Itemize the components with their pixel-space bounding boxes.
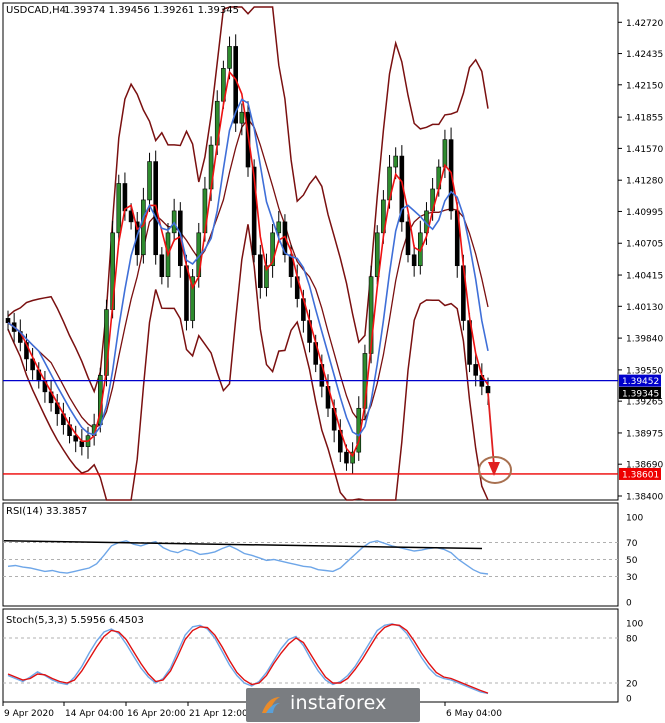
indicator-series-1: [7, 623, 489, 694]
watermark-text: instaforex: [290, 692, 387, 714]
time-tick-label: 21 Apr 12:00: [189, 709, 248, 719]
candle-body: [5, 318, 11, 324]
candle-body: [258, 254, 263, 288]
main-panel-frame: [2, 2, 619, 501]
indicator-tick-label: 80: [626, 635, 638, 645]
indicator-tick-label: 100: [626, 514, 643, 524]
indicator-tick-label: 0: [626, 695, 632, 705]
main-price-panel[interactable]: 1.42720 1.42435 1.42150 1.41855 1.41570 1.412…: [2, 2, 663, 503]
bollinger-upper-band: [7, 6, 489, 394]
indicator-tick-label: 100: [626, 620, 643, 630]
moving-average-slow-line: [7, 98, 489, 437]
time-tick-label: 14 Apr 04:00: [65, 709, 124, 719]
price-tick-label: 1.40415: [626, 272, 663, 282]
bollinger-lower-band: [7, 224, 489, 501]
candle-body: [374, 232, 380, 277]
indicator-tick-label: 70: [626, 539, 638, 549]
header-symbol: USDCAD,H4: [6, 5, 66, 16]
price-tick-label: 1.42150: [626, 81, 663, 91]
candle-body: [393, 155, 398, 168]
rsi-panel[interactable]: 100 70 50 30 0: [2, 502, 643, 609]
forecast-arrow-head: [488, 461, 500, 476]
stoch-title: Stoch(5,3,3) 5.5956 6.4503: [6, 615, 144, 626]
price-tick-label: 1.41280: [626, 177, 663, 187]
forecast-arrow-shaft: [487, 392, 495, 467]
watermark-badge: instaforex: [246, 688, 420, 722]
rsi-panel-frame: [2, 502, 619, 607]
level-price-label: 1.39452: [622, 377, 659, 387]
price-tick-label: 1.41855: [626, 114, 663, 124]
candle-body: [227, 46, 232, 69]
candle-body: [159, 254, 165, 277]
price-tick-label: 1.42435: [626, 50, 663, 60]
price-tick-label: 1.39265: [626, 398, 663, 408]
current-price-tag: [619, 386, 661, 399]
price-tick-label: 1.39840: [626, 335, 663, 345]
current-price-label: 1.39345: [622, 389, 659, 399]
candle-body: [134, 221, 140, 256]
candle-body: [190, 276, 195, 321]
price-tick-label: 1.40705: [626, 240, 663, 250]
candle-body: [485, 386, 491, 394]
price-tick-label: 1.39550: [626, 366, 663, 376]
target-circle: [478, 455, 512, 484]
rsi-title: RSI(14) 33.3857: [6, 506, 87, 517]
candle-body: [411, 254, 417, 267]
level-price-tag: [619, 467, 661, 480]
price-tick-label: 1.41570: [626, 145, 663, 155]
price-tick-label: 1.40995: [626, 208, 663, 218]
candle-body: [73, 435, 78, 442]
candle-body: [239, 111, 245, 124]
candle-body: [147, 161, 152, 201]
indicator-series-0: [7, 540, 489, 575]
time-tick-label: 16 Apr 20:00: [127, 709, 186, 719]
price-tick-label: 1.40130: [626, 303, 663, 313]
indicator-series-0: [7, 623, 489, 695]
indicator-tick-label: 30: [626, 573, 638, 583]
price-tick-label: 1.38690: [626, 461, 663, 471]
candle-body: [251, 166, 257, 256]
candle-body: [116, 183, 122, 234]
indicator-tick-label: 0: [626, 599, 632, 609]
candle-body: [350, 451, 355, 464]
candle-body: [128, 210, 134, 223]
candle-body: [288, 254, 294, 277]
price-tick-label: 1.38975: [626, 429, 663, 439]
time-tick-label: 6 May 04:00: [446, 709, 502, 719]
candle-body: [473, 364, 478, 376]
candle-body: [141, 199, 146, 256]
instaforex-logo-icon: [262, 697, 280, 713]
price-tick-label: 1.38400: [626, 493, 663, 503]
candle-body: [442, 139, 448, 168]
time-axis: 9 Apr 2020 14 Apr 04:00 16 Apr 20:00 21 Apr…: [2, 702, 502, 719]
time-tick-label: 9 Apr 2020: [4, 709, 54, 719]
moving-average-fast-line: [7, 70, 489, 458]
stochastic-panel[interactable]: 100 80 20 0: [2, 608, 643, 705]
stoch-panel-frame: [2, 608, 619, 703]
candle-body: [405, 221, 411, 256]
level-price-label: 1.38601: [622, 470, 659, 480]
indicator-tick-label: 50: [626, 556, 638, 566]
header-ohlc: 1.39374 1.39456 1.39261 1.39345: [64, 5, 239, 16]
candle-body: [344, 451, 349, 464]
chart-overlay-text: USDCAD,H4 1.39374 1.39456 1.39261 1.3934…: [6, 5, 239, 626]
price-tick-label: 1.42720: [626, 19, 663, 29]
candle-body: [122, 183, 128, 212]
candle-body: [184, 265, 189, 321]
level-price-tag: [619, 374, 661, 387]
rsi-trendline: [3, 540, 483, 550]
indicator-tick-label: 20: [626, 680, 638, 690]
candle-body: [276, 221, 282, 234]
candle-body: [270, 232, 275, 267]
